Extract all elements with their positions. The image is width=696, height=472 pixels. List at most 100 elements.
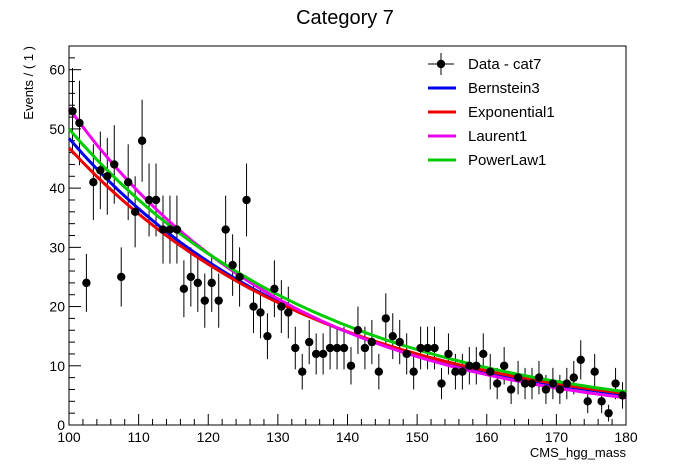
- data-point: [499, 361, 509, 370]
- data-point: [465, 361, 474, 370]
- data-point: [416, 343, 425, 353]
- data-point: [611, 379, 620, 388]
- data-point: [151, 195, 161, 205]
- x-tick-label: 140: [336, 429, 360, 445]
- data-point: [158, 225, 168, 234]
- data-point: [298, 367, 307, 376]
- legend-label: Data - cat7: [468, 56, 541, 73]
- data-point: [604, 408, 613, 418]
- data-point: [541, 385, 551, 394]
- data-point: [597, 397, 606, 406]
- data-point: [583, 397, 592, 406]
- error-bars: [69, 68, 626, 422]
- data-point: [144, 195, 154, 205]
- data-point: [555, 385, 565, 394]
- data-point: [207, 278, 216, 288]
- x-tick-label: 150: [405, 429, 429, 445]
- data-point: [193, 278, 203, 288]
- data-point: [214, 296, 223, 305]
- data-point: [291, 343, 300, 353]
- data-point: [82, 278, 91, 288]
- plot-frame: [68, 45, 627, 426]
- legend-label: PowerLaw1: [468, 152, 546, 169]
- y-tick-label: 60: [49, 62, 65, 78]
- fit-curve-bernstein3: [67, 137, 627, 397]
- data-point: [165, 225, 175, 234]
- legend: Data - cat7 Bernstein3 Exponential1 Laurent…: [428, 53, 555, 169]
- data-point: [110, 160, 119, 169]
- data-point: [249, 302, 258, 311]
- data-point: [75, 118, 84, 128]
- data-point: [353, 326, 363, 335]
- data-point: [123, 178, 133, 187]
- data-point: [409, 367, 418, 376]
- data-points: [68, 106, 627, 418]
- data-point: [486, 367, 495, 376]
- data-point: [479, 349, 488, 359]
- y-tick-label: 40: [49, 180, 65, 196]
- data-point: [130, 207, 140, 217]
- data-point: [562, 379, 572, 388]
- data-point: [520, 379, 530, 388]
- data-point: [242, 195, 251, 205]
- data-point: [506, 385, 516, 394]
- data-point: [430, 343, 439, 353]
- legend-label: Bernstein3: [468, 80, 540, 97]
- data-point: [423, 343, 432, 353]
- data-point: [186, 272, 196, 282]
- y-tick-label: 0: [57, 417, 65, 433]
- data-point: [68, 106, 77, 116]
- x-tick-label: 100: [57, 429, 81, 445]
- data-point: [374, 367, 384, 376]
- x-tick-label: 180: [614, 429, 638, 445]
- data-point: [256, 308, 265, 317]
- data-point: [451, 367, 460, 376]
- data-point: [318, 349, 328, 359]
- data-point: [228, 260, 237, 270]
- data-point: [576, 355, 585, 365]
- data-point: [270, 284, 279, 293]
- y-tick-label: 50: [49, 121, 65, 137]
- chart-title: Category 7: [296, 7, 394, 29]
- data-point: [346, 361, 356, 370]
- data-point: [527, 379, 537, 388]
- data-point: [381, 314, 390, 323]
- data-point: [548, 379, 558, 388]
- data-point: [103, 172, 112, 181]
- legend-label: Laurent1: [468, 128, 527, 145]
- data-point: [179, 284, 189, 293]
- data-point: [388, 331, 397, 341]
- data-point: [618, 391, 627, 400]
- data-point: [263, 331, 272, 341]
- data-point: [534, 373, 544, 382]
- data-point: [221, 225, 230, 234]
- y-tick-label: 30: [49, 239, 65, 255]
- data-point: [172, 225, 182, 234]
- data-point: [395, 337, 404, 347]
- data-point: [402, 349, 411, 359]
- x-axis-title: CMS_hgg_mass: [530, 445, 627, 460]
- data-point: [590, 367, 599, 376]
- legend-marker-point: [436, 59, 446, 69]
- data-point: [96, 166, 105, 175]
- data-point: [339, 343, 349, 353]
- data-point: [360, 343, 370, 353]
- data-point: [117, 272, 126, 282]
- data-point: [137, 136, 147, 145]
- fit-curve-exponential1: [67, 146, 627, 396]
- y-axis: 0 10 20 30 40 50 60: [49, 45, 81, 433]
- data-point: [569, 373, 578, 382]
- data-point: [235, 272, 244, 282]
- data-point: [492, 379, 502, 388]
- x-tick-label: 110: [127, 429, 150, 445]
- x-tick-label: 160: [475, 429, 499, 445]
- data-point: [89, 178, 98, 187]
- x-tick-label: 130: [266, 429, 290, 445]
- data-point: [444, 349, 453, 359]
- data-point: [200, 296, 209, 305]
- fit-curve-powerlaw1: [67, 127, 627, 394]
- y-tick-label: 10: [49, 358, 65, 374]
- data-point: [305, 337, 314, 347]
- data-point: [458, 367, 467, 376]
- x-tick-label: 120: [197, 429, 221, 445]
